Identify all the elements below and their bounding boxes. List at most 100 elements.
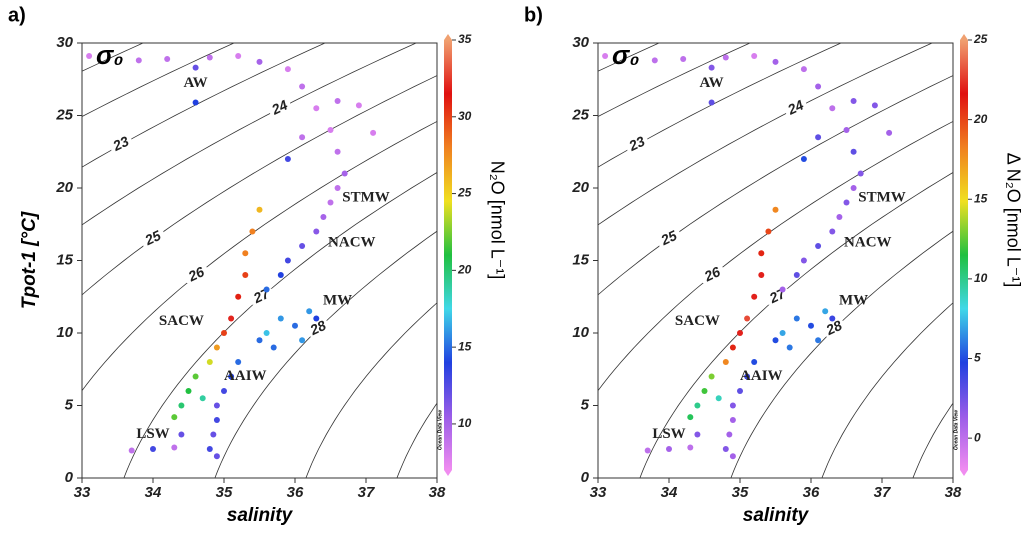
watermark: Ocean Data View xyxy=(953,409,959,450)
data-point xyxy=(857,170,864,177)
data-point xyxy=(256,337,263,344)
y-tick-label: 5 xyxy=(581,396,590,413)
data-point xyxy=(800,257,807,264)
isopycnal-label: 25 xyxy=(657,227,679,249)
y-axis-label: Tpot-1 [°C] xyxy=(19,211,40,309)
data-point xyxy=(192,373,199,380)
data-point xyxy=(284,156,291,162)
data-point xyxy=(221,330,227,336)
colorbar-tick-label: 25 xyxy=(457,186,472,200)
data-point xyxy=(729,402,736,409)
water-mass-label: SACW xyxy=(675,313,720,329)
data-point xyxy=(256,206,263,213)
isopycnal-label-bg xyxy=(627,136,648,153)
data-point xyxy=(737,388,743,394)
data-point xyxy=(185,388,192,394)
plot-frame xyxy=(81,42,438,479)
data-point xyxy=(277,315,284,322)
colorbar-tick-label: 30 xyxy=(458,109,472,123)
data-point xyxy=(270,344,277,351)
data-point xyxy=(701,388,708,394)
data-point xyxy=(313,315,320,322)
data-point xyxy=(299,83,306,90)
data-point xyxy=(694,402,701,409)
data-point xyxy=(235,293,242,300)
data-point xyxy=(192,99,199,106)
data-point xyxy=(800,66,807,73)
isopycnal-label-bg xyxy=(767,288,788,305)
colorbar-tick-label: 0 xyxy=(974,430,981,444)
data-point xyxy=(708,99,715,106)
data-point xyxy=(150,446,156,452)
isopycnal xyxy=(598,43,751,118)
data-point xyxy=(263,330,270,336)
y-tick-label: 20 xyxy=(571,179,589,196)
data-point xyxy=(199,395,206,402)
water-mass-label: LSW xyxy=(652,426,685,442)
data-point xyxy=(178,431,185,438)
data-point xyxy=(751,293,758,300)
water-mass-label: NACW xyxy=(328,235,376,251)
data-point xyxy=(758,272,765,278)
data-point xyxy=(263,286,270,293)
isopycnal-label-bg xyxy=(308,320,329,337)
data-point xyxy=(793,315,800,322)
data-point xyxy=(722,446,729,452)
data-point xyxy=(213,453,220,460)
data-point xyxy=(836,214,843,220)
data-point xyxy=(327,127,334,133)
x-tick-label: 35 xyxy=(216,484,233,501)
data-point xyxy=(829,105,836,112)
isopycnal xyxy=(598,120,953,392)
colorbar-tick-label: 20 xyxy=(457,263,472,277)
y-tick-label: 20 xyxy=(55,179,73,196)
data-point xyxy=(822,308,829,315)
isopycnal xyxy=(82,120,437,392)
data-point xyxy=(765,228,772,235)
data-point xyxy=(772,206,779,213)
colorbar-tick-label: 10 xyxy=(974,271,988,285)
data-point xyxy=(135,57,142,64)
water-mass-label: AAIW xyxy=(740,368,783,384)
data-point xyxy=(779,330,786,336)
data-point xyxy=(213,344,220,351)
x-tick-label: 36 xyxy=(803,484,820,501)
colorbar-label: Δ N₂O [nmol L⁻¹] xyxy=(1003,153,1023,288)
data-point xyxy=(192,64,199,71)
colorbar-tick-label: 25 xyxy=(973,32,988,46)
data-point xyxy=(850,148,857,155)
data-point xyxy=(206,446,213,452)
data-point xyxy=(729,344,736,351)
y-tick-label: 25 xyxy=(571,106,589,123)
water-mass-label: STMW xyxy=(858,190,906,206)
data-point xyxy=(235,359,242,365)
data-point xyxy=(737,330,743,336)
data-point xyxy=(708,64,715,71)
x-tick-label: 34 xyxy=(661,484,678,501)
isopycnal-label: 24 xyxy=(268,96,290,118)
colorbar-tick-label: 20 xyxy=(973,112,988,126)
isopycnal-label-bg xyxy=(251,288,272,305)
colorbar-end xyxy=(444,470,452,476)
y-tick-label: 15 xyxy=(56,251,73,268)
data-point xyxy=(171,444,178,451)
isopycnal-label-bg xyxy=(111,136,132,153)
isopycnal xyxy=(598,75,953,296)
colorbar-end xyxy=(444,34,452,40)
colorbar xyxy=(444,40,452,470)
data-point xyxy=(341,170,348,177)
data-point xyxy=(256,58,263,65)
x-tick-label: 34 xyxy=(145,484,162,501)
data-point xyxy=(729,417,736,423)
colorbar xyxy=(960,40,968,470)
data-point xyxy=(758,250,765,257)
y-tick-label: 10 xyxy=(572,324,589,341)
x-axis-label: salinity xyxy=(743,505,810,526)
water-mass-label: MW xyxy=(839,293,868,309)
colorbar-tick-label: 15 xyxy=(458,339,472,353)
x-tick-label: 36 xyxy=(287,484,304,501)
water-mass-label: AW xyxy=(184,75,208,91)
data-point xyxy=(751,359,758,365)
